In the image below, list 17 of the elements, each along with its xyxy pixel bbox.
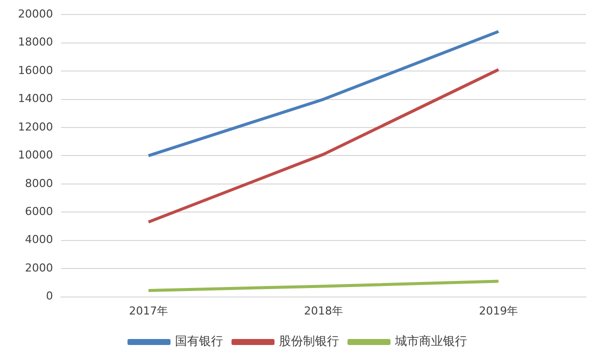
x-tick-label: 2017年: [128, 304, 168, 318]
legend-label: 国有银行: [175, 334, 223, 348]
legend-label: 城市商业银行: [394, 334, 467, 348]
y-tick-label: 12000: [18, 120, 53, 134]
y-tick-label: 4000: [24, 233, 53, 246]
y-tick-label: 6000: [24, 205, 53, 218]
x-tick-label: 2019年: [479, 304, 518, 318]
y-tick-label: 2000: [24, 261, 53, 274]
y-tick-label: 8000: [24, 176, 53, 190]
x-tick-label: 2018年: [304, 304, 343, 318]
y-tick-label: 10000: [18, 148, 53, 162]
y-tick-label: 0: [46, 290, 53, 303]
y-tick-label: 18000: [18, 36, 53, 49]
legend-label: 股份制银行: [279, 334, 339, 348]
y-tick-label: 16000: [18, 64, 53, 77]
y-tick-label: 14000: [18, 92, 53, 106]
y-tick-label: 20000: [18, 7, 53, 20]
